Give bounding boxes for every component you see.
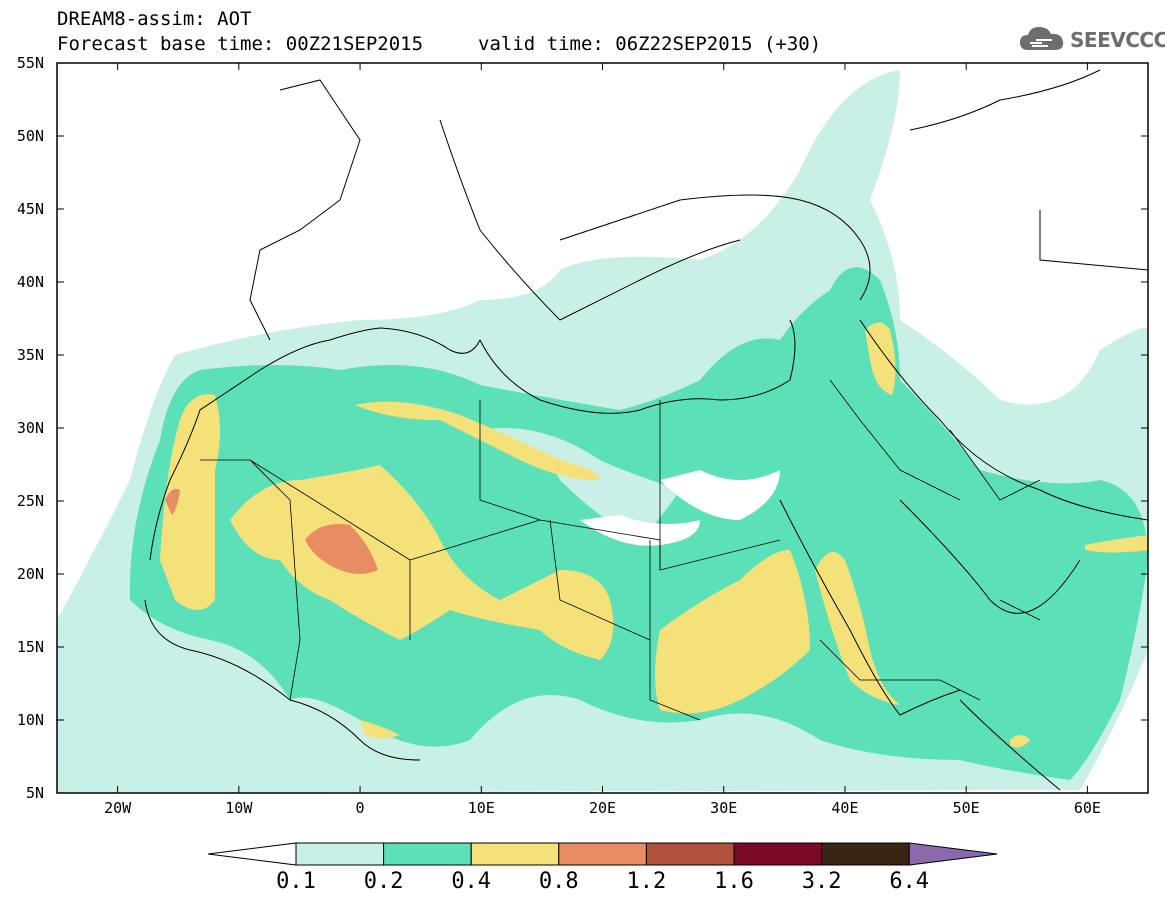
colorbar-label: 0.1 <box>276 869 316 894</box>
colorbar-swatch <box>558 842 647 866</box>
lat-tick-label: 55N <box>16 54 44 72</box>
colorbar-swatch <box>733 842 823 866</box>
colorbar-swatch-below <box>207 842 297 866</box>
colorbar-label: 1.2 <box>626 869 667 894</box>
lat-tick-label: 35N <box>16 346 44 364</box>
colorbar-swatch <box>821 842 910 866</box>
colorbar-label: 0.4 <box>451 869 492 894</box>
aot-gap-libya <box>480 428 680 540</box>
lat-tick-label: 5N <box>25 784 44 802</box>
aot-band-0.4-west <box>160 394 220 610</box>
aot-band-0.4-sahara <box>230 465 614 660</box>
lat-tick-label: 40N <box>16 273 44 291</box>
axis-ticks <box>57 62 1148 794</box>
lon-tick-label: 10E <box>467 799 495 817</box>
lon-tick-label: 30E <box>710 799 738 817</box>
aot-band-0.8 <box>305 524 378 574</box>
colorbar <box>207 842 998 866</box>
lon-tick-label: 10W <box>225 799 253 817</box>
aot-band-0.4-libya <box>355 401 600 480</box>
colorbar-swatch <box>645 842 735 866</box>
colorbar-swatch <box>383 842 472 866</box>
colorbar-label: 6.4 <box>889 869 930 894</box>
lon-tick-label: 20W <box>104 799 132 817</box>
colorbar-swatch <box>295 842 385 866</box>
lat-tick-label: 30N <box>16 419 44 437</box>
colorbar-swatch <box>470 842 560 866</box>
valid-time: valid time: 06Z22SEP2015 (+30) <box>478 33 822 55</box>
colorbar-label: 0.2 <box>363 869 404 894</box>
country-borders <box>200 379 1041 721</box>
lon-tick-label: 40E <box>831 799 859 817</box>
logo-text: SEEVCCC <box>1070 28 1165 52</box>
lon-tick-label: 50E <box>952 799 980 817</box>
map-title: DREAM8-assim: AOT <box>57 8 252 30</box>
cloud-icon <box>1020 27 1064 50</box>
aot-band-0.4-sudan <box>655 550 810 714</box>
lat-tick-label: 15N <box>16 638 44 656</box>
lat-tick-label: 50N <box>16 127 44 145</box>
aot-band-0.4-redsea <box>815 552 900 705</box>
colorbar-label: 3.2 <box>801 869 842 894</box>
colorbar-swatch-above <box>908 842 998 866</box>
lon-tick-label: 0 <box>355 799 365 817</box>
lat-tick-label: 20N <box>16 565 44 583</box>
aot-band-0.4-iraq <box>865 322 896 395</box>
lat-tick-label: 25N <box>16 492 44 510</box>
aot-contours <box>57 70 1148 793</box>
colorbar-label: 0.8 <box>538 869 579 894</box>
seevccc-logo: SEEVCCC <box>1018 22 1165 58</box>
lon-tick-label: 20E <box>588 799 617 817</box>
lon-tick-label: 60E <box>1073 799 1101 817</box>
forecast-base-time: Forecast base time: 00Z21SEP2015 <box>57 33 424 55</box>
colorbar-label: 1.6 <box>714 869 754 894</box>
lat-tick-label: 45N <box>16 200 44 218</box>
lat-tick-label: 10N <box>16 711 44 729</box>
